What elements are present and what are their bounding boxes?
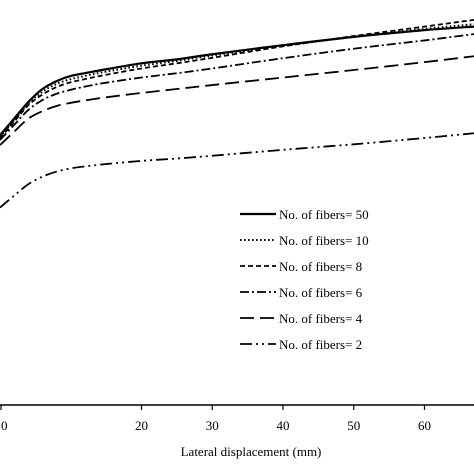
series-line-2 [0,23,474,138]
legend-label: No. of fibers= 8 [279,259,362,274]
x-axis-label: Lateral displacement (mm) [181,444,322,459]
legend-item: No. of fibers= 50 [240,207,369,222]
x-axis: 0 20 30 40 50 60 [0,404,474,433]
series-line-1 [0,25,474,136]
series-line-5 [0,55,474,146]
series-line-6 [0,132,474,209]
x-tick-label: 30 [206,418,219,433]
series-line-4 [0,33,474,141]
series-line-3 [0,18,474,139]
legend-item: No. of fibers= 10 [240,233,369,248]
legend-label: No. of fibers= 50 [279,207,369,222]
x-tick-label: 0 [1,418,8,433]
legend-item: No. of fibers= 4 [240,311,363,326]
x-tick-label: 20 [135,418,148,433]
legend-item: No. of fibers= 8 [240,259,362,274]
legend-label: No. of fibers= 6 [279,285,363,300]
x-tick-label: 60 [418,418,431,433]
legend: No. of fibers= 50 No. of fibers= 10 No. of… [240,207,369,352]
legend-item: No. of fibers= 2 [240,337,362,352]
legend-item: No. of fibers= 6 [240,285,363,300]
x-tick-label: 50 [347,418,360,433]
legend-label: No. of fibers= 10 [279,233,369,248]
legend-label: No. of fibers= 2 [279,337,362,352]
legend-label: No. of fibers= 4 [279,311,363,326]
x-tick-label: 40 [276,418,289,433]
plot-area [0,18,474,209]
